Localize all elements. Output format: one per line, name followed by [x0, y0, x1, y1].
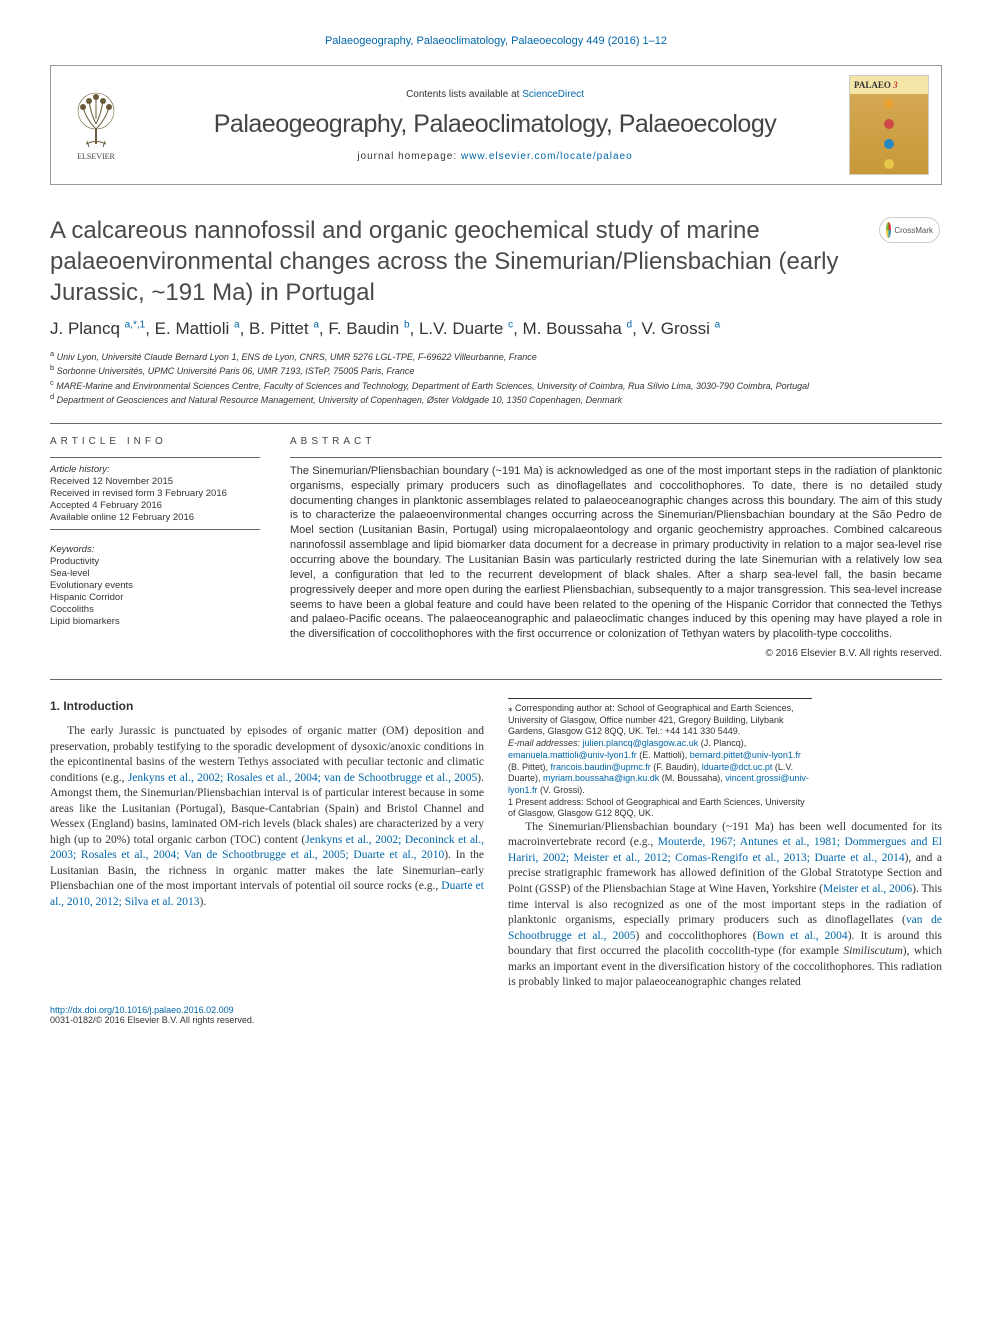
keyword-item: Coccoliths — [50, 604, 260, 615]
genus-name: Similiscutum — [843, 945, 902, 957]
keyword-item: Sea-level — [50, 568, 260, 579]
affiliation-line: a Univ Lyon, Université Claude Bernard L… — [50, 349, 942, 364]
cover-issue: 3 — [893, 80, 898, 90]
journal-reference: Palaeogeography, Palaeoclimatology, Pala… — [50, 35, 942, 47]
citation-link[interactable]: Bown et al., 2004 — [757, 930, 848, 942]
cover-dot — [884, 139, 894, 149]
keyword-item: Productivity — [50, 556, 260, 567]
history-item: Available online 12 February 2016 — [50, 512, 260, 523]
abstract-column: abstract The Sinemurian/Pliensbachian bo… — [290, 436, 942, 659]
history-label: Article history: — [50, 464, 260, 475]
header-middle: Contents lists available at ScienceDirec… — [141, 89, 849, 162]
present-address-note: 1 Present address: School of Geographica… — [508, 797, 812, 820]
body-text-span: ). — [199, 896, 206, 908]
cover-label: PALAEO — [854, 80, 891, 90]
body-paragraph: The Sinemurian/Pliensbachian boundary (~… — [508, 820, 942, 991]
abstract-copyright: © 2016 Elsevier B.V. All rights reserved… — [290, 648, 942, 659]
page-footer: http://dx.doi.org/10.1016/j.palaeo.2016.… — [50, 1005, 942, 1025]
email-link[interactable]: lduarte@dct.uc.pt — [702, 762, 773, 772]
keyword-item: Evolutionary events — [50, 580, 260, 591]
journal-cover-thumb: PALAEO 3 — [849, 75, 929, 175]
email-link[interactable]: bernard.pittet@univ-lyon1.fr — [690, 750, 801, 760]
rule — [50, 423, 942, 424]
elsevier-logo: ELSEVIER — [51, 89, 141, 161]
affiliations: a Univ Lyon, Université Claude Bernard L… — [50, 349, 942, 407]
homepage-prefix: journal homepage: — [357, 151, 461, 162]
journal-title: Palaeogeography, Palaeoclimatology, Pala… — [151, 110, 839, 139]
authors-line: J. Plancq a,*,1, E. Mattioli a, B. Pitte… — [50, 319, 942, 339]
email-label: E-mail addresses: — [508, 738, 580, 748]
journal-homepage: journal homepage: www.elsevier.com/locat… — [151, 151, 839, 162]
section-heading-introduction: 1. Introduction — [50, 698, 484, 714]
body-text: 1. Introduction The early Jurassic is pu… — [50, 698, 942, 991]
body-text-span: ) and coccolithophores ( — [636, 930, 757, 942]
cover-dot — [884, 99, 894, 109]
doi-link[interactable]: http://dx.doi.org/10.1016/j.palaeo.2016.… — [50, 1005, 234, 1015]
corresponding-author-note: ⁎ Corresponding author at: School of Geo… — [508, 703, 812, 738]
citation-link[interactable]: Jenkyns et al., 2002; Rosales et al., 20… — [128, 772, 477, 784]
email-addresses: E-mail addresses: julien.plancq@glasgow.… — [508, 738, 812, 796]
contents-line: Contents lists available at ScienceDirec… — [151, 89, 839, 100]
issn-copyright: 0031-0182/© 2016 Elsevier B.V. All right… — [50, 1015, 254, 1025]
email-link[interactable]: emanuela.mattioli@univ-lyon1.fr — [508, 750, 637, 760]
rule — [50, 679, 942, 680]
email-who: (F. Baudin), — [651, 762, 702, 772]
sciencedirect-link[interactable]: ScienceDirect — [522, 89, 584, 100]
article-info-heading: article info — [50, 436, 260, 447]
email-who: (M. Boussaha), — [659, 773, 725, 783]
crossmark-badge[interactable]: CrossMark — [877, 215, 942, 245]
article-info-sidebar: article info Article history: Received 1… — [50, 436, 260, 659]
email-who: (B. Pittet), — [508, 762, 551, 772]
cover-dot — [884, 119, 894, 129]
email-link[interactable]: myriam.boussaha@ign.ku.dk — [543, 773, 659, 783]
email-link[interactable]: julien.plancq@glasgow.ac.uk — [583, 738, 699, 748]
affiliation-line: b Sorbonne Universités, UPMC Université … — [50, 363, 942, 378]
article-title: A calcareous nannofossil and organic geo… — [50, 215, 857, 309]
keyword-item: Hispanic Corridor — [50, 592, 260, 603]
elsevier-label: ELSEVIER — [77, 152, 115, 161]
rule — [50, 529, 260, 530]
crossmark-icon — [886, 222, 891, 238]
affiliation-line: d Department of Geosciences and Natural … — [50, 392, 942, 407]
keyword-item: Lipid biomarkers — [50, 616, 260, 627]
history-item: Received in revised form 3 February 2016 — [50, 488, 260, 499]
keywords-label: Keywords: — [50, 544, 260, 555]
email-link[interactable]: francois.baudin@upmc.fr — [551, 762, 651, 772]
email-who: (V. Grossi). — [538, 785, 585, 795]
footnote-block: ⁎ Corresponding author at: School of Geo… — [508, 698, 812, 820]
contents-prefix: Contents lists available at — [406, 89, 522, 100]
body-paragraph: The early Jurassic is punctuated by epis… — [50, 724, 484, 910]
journal-homepage-link[interactable]: www.elsevier.com/locate/palaeo — [461, 151, 633, 162]
email-who: (J. Plancq), — [698, 738, 746, 748]
cover-dot — [884, 159, 894, 169]
journal-ref-link[interactable]: Palaeogeography, Palaeoclimatology, Pala… — [325, 35, 667, 47]
rule — [50, 457, 260, 458]
abstract-heading: abstract — [290, 436, 942, 447]
crossmark-label: CrossMark — [894, 226, 933, 235]
citation-link[interactable]: Meister et al., 2006 — [823, 883, 912, 895]
abstract-text: The Sinemurian/Pliensbachian boundary (~… — [290, 464, 942, 642]
history-item: Accepted 4 February 2016 — [50, 500, 260, 511]
affiliation-line: c MARE-Marine and Environmental Sciences… — [50, 378, 942, 393]
rule — [290, 457, 942, 458]
history-item: Received 12 November 2015 — [50, 476, 260, 487]
email-who: (E. Mattioli), — [637, 750, 690, 760]
elsevier-tree-icon — [71, 89, 121, 149]
journal-header-box: ELSEVIER Contents lists available at Sci… — [50, 65, 942, 185]
